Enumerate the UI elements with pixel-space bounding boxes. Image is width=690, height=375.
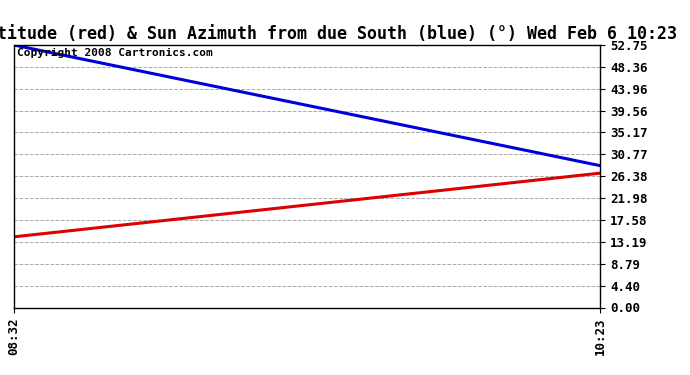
Text: Copyright 2008 Cartronics.com: Copyright 2008 Cartronics.com [17,48,213,58]
Title: Sun Altitude (red) & Sun Azimuth from due South (blue) (°) Wed Feb 6 10:23: Sun Altitude (red) & Sun Azimuth from du… [0,26,677,44]
